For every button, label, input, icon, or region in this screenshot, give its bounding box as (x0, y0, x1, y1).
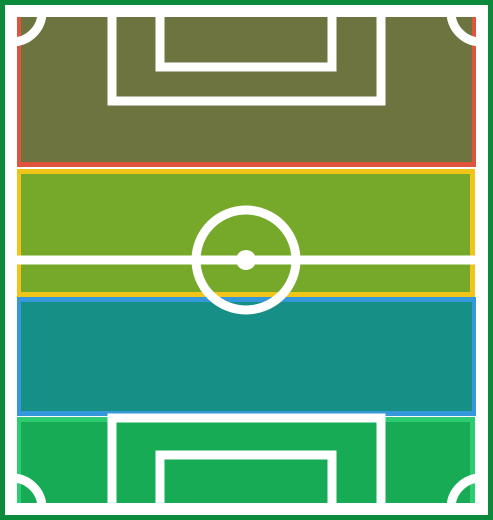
corner-arc-top-left (11, 11, 47, 47)
zone-midfield-upper (16, 169, 475, 297)
corner-arc-bottom-left (11, 473, 47, 509)
bottom-penalty-box (107, 413, 386, 508)
corner-arc-bottom-right (446, 473, 482, 509)
center-circle (191, 205, 301, 315)
corner-arc-top-right (446, 11, 482, 47)
zone-midfield-lower (16, 297, 477, 416)
center-spot (236, 250, 256, 270)
top-penalty-box (107, 12, 386, 106)
zone-attacking-third (16, 11, 477, 167)
top-goal-area (155, 12, 337, 72)
bottom-goal-area (155, 450, 337, 508)
zone-defensive-third (16, 417, 475, 510)
